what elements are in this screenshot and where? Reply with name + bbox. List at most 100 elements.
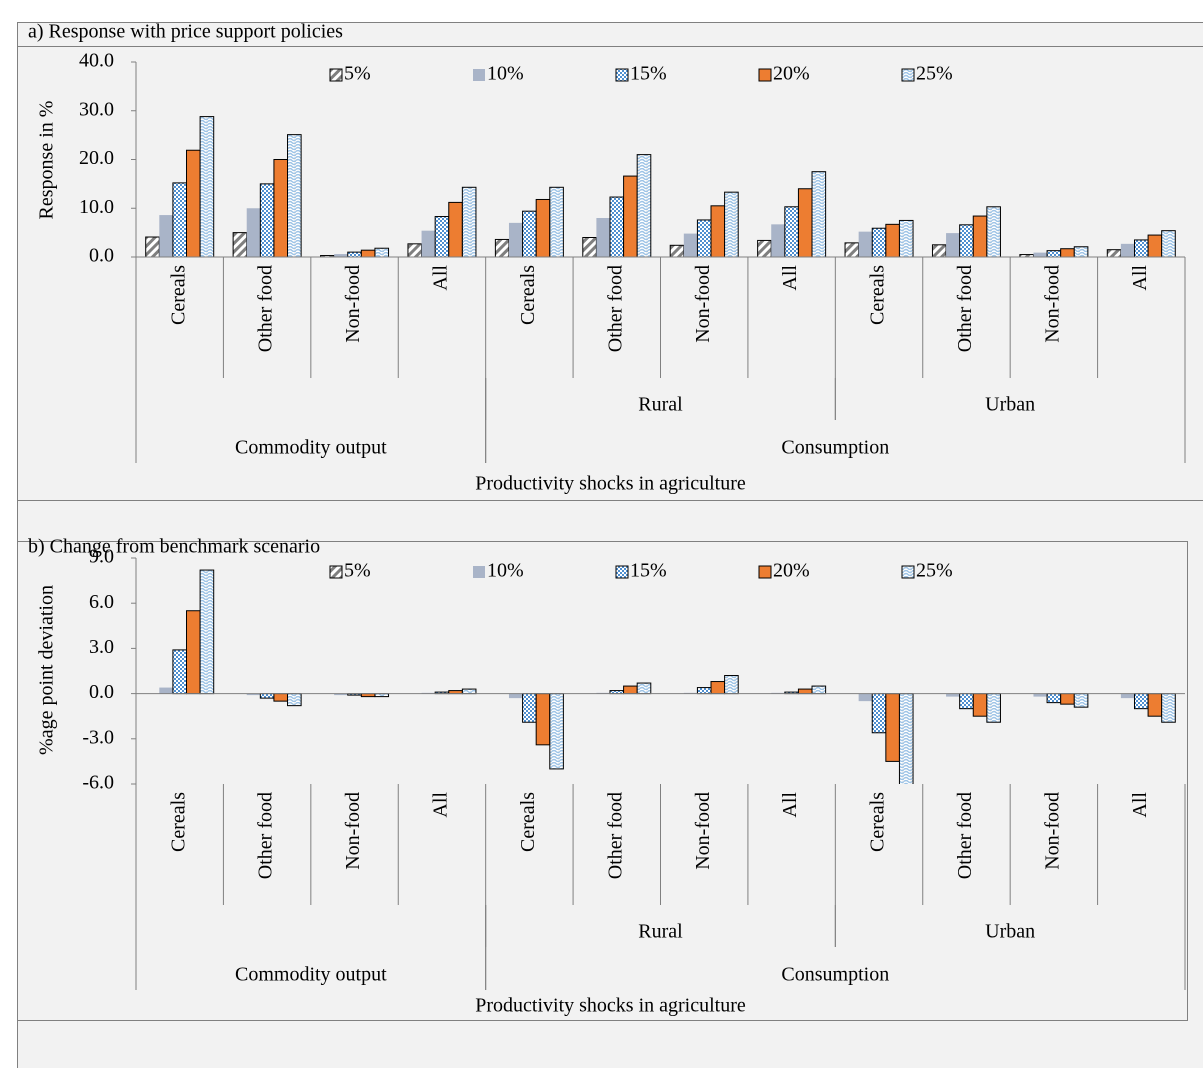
x-tick-label: Other food <box>255 792 277 879</box>
x-tick-label: All <box>1129 792 1151 818</box>
legend-label: 5% <box>344 560 371 582</box>
x-tick-label: Cereals <box>517 792 539 852</box>
x-tick-label: Non-food <box>692 792 714 870</box>
bar <box>495 239 509 257</box>
bar <box>973 216 987 257</box>
bar <box>375 248 389 257</box>
bar <box>725 676 739 694</box>
bar <box>845 243 859 257</box>
bar <box>187 611 201 694</box>
bar <box>872 694 886 733</box>
legend-swatch <box>759 69 771 81</box>
bar <box>260 184 274 257</box>
x-axis-label: Productivity shocks in agriculture <box>475 473 746 495</box>
x-tick-label: Other food <box>604 792 626 879</box>
y-tick-label: 0.0 <box>89 245 114 267</box>
bar <box>1047 694 1061 703</box>
bar <box>872 228 886 257</box>
bar <box>987 694 1001 723</box>
x-tick-label: Cereals <box>517 265 539 325</box>
legend-swatch <box>473 566 485 578</box>
bar <box>509 223 523 257</box>
bar <box>886 694 900 762</box>
legend-label: 20% <box>773 63 810 85</box>
bar <box>583 238 597 258</box>
x-tick-label: Other food <box>954 792 976 879</box>
bar <box>596 218 610 257</box>
y-tick-label: 30.0 <box>79 98 114 120</box>
y-tick-label: 9.0 <box>89 546 114 568</box>
legend-swatch <box>616 566 628 578</box>
legend-swatch <box>759 566 771 578</box>
y-axis-label: Response in % <box>36 101 58 220</box>
bar <box>536 199 550 257</box>
category-group-label: Consumption <box>781 964 889 986</box>
legend-label: 5% <box>344 63 371 85</box>
legend-label: 20% <box>773 560 810 582</box>
bar <box>1134 240 1148 257</box>
bar <box>711 206 725 257</box>
bar <box>1033 253 1047 257</box>
bar <box>146 237 160 257</box>
x-tick-label: All <box>779 265 801 291</box>
bar <box>449 202 463 257</box>
category-group-label: Rural <box>638 921 683 943</box>
bar <box>960 225 974 257</box>
bar <box>247 208 261 257</box>
bar <box>624 686 638 694</box>
legend-swatch <box>616 69 628 81</box>
legend-label: 15% <box>630 63 667 85</box>
bar <box>159 688 173 694</box>
y-tick-label: 6.0 <box>89 591 114 613</box>
x-tick-label: All <box>430 792 452 818</box>
bar <box>1134 694 1148 709</box>
x-tick-label: Other food <box>604 265 626 352</box>
x-tick-label: Cereals <box>867 265 889 325</box>
x-tick-label: All <box>779 792 801 818</box>
bar <box>550 694 564 769</box>
chart-title: a) Response with price support policies <box>28 21 343 43</box>
bar <box>610 197 624 257</box>
bar <box>260 694 274 699</box>
x-tick-label: Non-food <box>692 265 714 343</box>
legend-label: 15% <box>630 560 667 582</box>
y-tick-label: 0.0 <box>89 681 114 703</box>
bar <box>973 694 987 717</box>
category-group-label: Consumption <box>781 437 889 459</box>
bar <box>274 694 288 702</box>
y-tick-label: 20.0 <box>79 147 114 169</box>
bar <box>462 187 476 257</box>
legend-swatch <box>902 69 914 81</box>
bar <box>200 570 214 694</box>
bar <box>435 217 449 257</box>
legend-label: 25% <box>916 63 953 85</box>
bar <box>859 232 873 257</box>
y-tick-label: -6.0 <box>82 772 114 794</box>
bar <box>509 694 523 699</box>
bar <box>523 694 537 723</box>
bar <box>200 117 214 257</box>
bar <box>758 240 772 257</box>
bar <box>960 694 974 709</box>
x-tick-label: Non-food <box>1041 265 1063 343</box>
bar <box>946 233 960 257</box>
bar <box>771 224 785 257</box>
bar <box>899 220 913 257</box>
bar <box>159 215 173 257</box>
bar <box>812 686 826 694</box>
legend-swatch <box>330 69 342 81</box>
x-tick-label: Other food <box>255 265 277 352</box>
bar <box>422 231 436 257</box>
bar <box>536 694 550 745</box>
bar <box>637 155 651 257</box>
bar <box>233 233 247 257</box>
x-tick-label: Non-food <box>342 792 364 870</box>
x-tick-label: Cereals <box>167 265 189 325</box>
bar <box>288 694 302 706</box>
legend-label: 10% <box>487 63 524 85</box>
legend-label: 10% <box>487 560 524 582</box>
bar <box>1162 231 1176 257</box>
bar <box>725 192 739 257</box>
bar <box>1074 247 1088 257</box>
